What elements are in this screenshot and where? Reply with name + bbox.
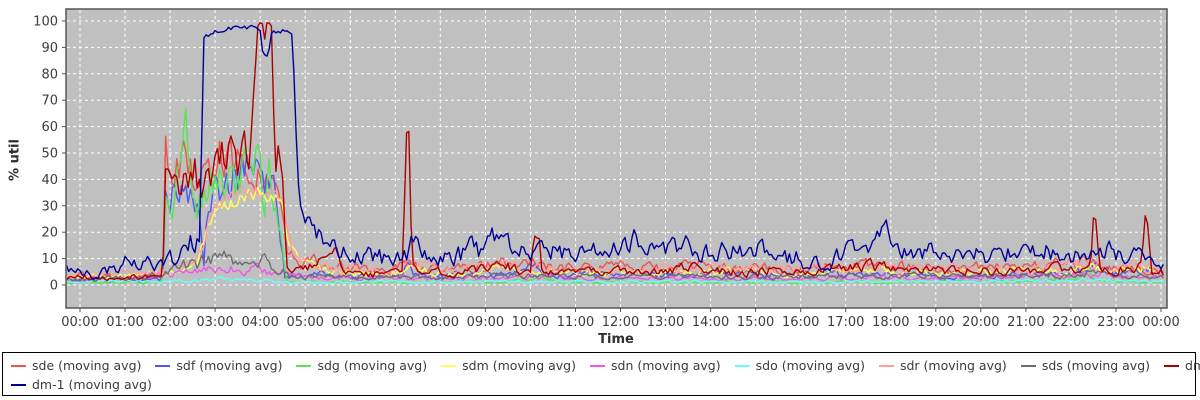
- svg-text:13:00: 13:00: [647, 315, 684, 330]
- chart-svg: 0 10 20 30 40 50 60 70 80 90 100 00:00 01:00 02:00 03:…: [33, 8, 1180, 330]
- svg-text:01:00: 01:00: [106, 315, 143, 330]
- svg-text:09:00: 09:00: [467, 315, 504, 330]
- svg-text:60: 60: [41, 120, 58, 135]
- legend-label: sdg (moving avg): [317, 358, 428, 373]
- series-sdf: [66, 153, 1164, 284]
- legend-row: dm-1 (moving avg): [11, 375, 1187, 394]
- legend-item-sdg: sdg (moving avg): [296, 358, 427, 373]
- legend-item-sde: sde (moving avg): [11, 358, 141, 373]
- svg-text:19:00: 19:00: [917, 315, 954, 330]
- series-sdo: [66, 276, 1164, 285]
- legend-item-dm-0: dm-0 (moving avg): [1164, 358, 1200, 373]
- legend-label: sds (moving avg): [1041, 358, 1151, 373]
- legend-swatch-sdm-icon: [441, 364, 457, 367]
- series-sde: [66, 135, 1164, 283]
- series-sds: [66, 250, 1164, 282]
- legend-item-sdn: sdn (moving avg): [590, 358, 721, 373]
- legend-item-sds: sds (moving avg): [1020, 358, 1151, 373]
- legend-label: sdf (moving avg): [176, 358, 283, 373]
- legend-label: sdn (moving avg): [611, 358, 721, 373]
- svg-text:12:00: 12:00: [602, 315, 639, 330]
- legend-item-dm-1: dm-1 (moving avg): [11, 377, 152, 392]
- svg-text:02:00: 02:00: [151, 315, 188, 330]
- y-axis-title: % util: [7, 139, 23, 181]
- svg-text:50: 50: [41, 147, 58, 162]
- svg-text:21:00: 21:00: [1007, 315, 1044, 330]
- svg-text:04:00: 04:00: [241, 315, 278, 330]
- svg-text:20:00: 20:00: [962, 315, 999, 330]
- svg-text:10:00: 10:00: [512, 315, 549, 330]
- legend-label: sde (moving avg): [32, 358, 142, 373]
- plot-canvas: 0 10 20 30 40 50 60 70 80 90 100 00:00 01:00 02:00 03:…: [33, 8, 1180, 330]
- legend-swatch-sdf-icon: [155, 364, 171, 367]
- legend-label: dm-1 (moving avg): [32, 377, 152, 392]
- legend-item-sdm: sdm (moving avg): [441, 358, 576, 373]
- legend-swatch-sdr-icon: [878, 364, 894, 367]
- x-tick-labels: 00:00 01:00 02:00 03:00 04:00 05:00 06:00 07:00…: [61, 315, 1179, 330]
- legend-item-sdo: sdo (moving avg): [734, 358, 865, 373]
- svg-text:40: 40: [41, 173, 58, 188]
- legend-item-sdf: sdf (moving avg): [155, 358, 282, 373]
- svg-text:06:00: 06:00: [332, 315, 369, 330]
- legend-item-sdr: sdr (moving avg): [878, 358, 1007, 373]
- svg-text:00:00: 00:00: [1142, 315, 1179, 330]
- axis-ticks: [62, 20, 1162, 312]
- svg-text:22:00: 22:00: [1052, 315, 1089, 330]
- svg-text:00:00: 00:00: [61, 315, 98, 330]
- legend-swatch-sdo-icon: [734, 364, 750, 367]
- svg-text:23:00: 23:00: [1097, 315, 1134, 330]
- svg-text:100: 100: [33, 15, 58, 30]
- legend-swatch-sde-icon: [11, 364, 26, 367]
- legend: sde (moving avg) sdf (moving avg) sdg (mov…: [2, 352, 1200, 396]
- legend-swatch-sdn-icon: [590, 364, 605, 367]
- y-tick-labels: 0 10 20 30 40 50 60 70 80 90 100: [33, 15, 58, 294]
- svg-text:18:00: 18:00: [872, 315, 909, 330]
- svg-text:14:00: 14:00: [692, 315, 729, 330]
- svg-text:10: 10: [41, 252, 58, 267]
- svg-text:90: 90: [41, 41, 58, 56]
- legend-swatch-dm-1-icon: [11, 383, 26, 386]
- svg-text:20: 20: [41, 226, 58, 241]
- series-sdn: [66, 262, 1164, 284]
- series-dm-1: [66, 24, 1164, 281]
- svg-text:17:00: 17:00: [827, 315, 864, 330]
- x-axis-title: Time: [598, 332, 634, 347]
- svg-text:80: 80: [41, 67, 58, 82]
- legend-row: sde (moving avg) sdf (moving avg) sdg (mov…: [11, 356, 1200, 375]
- legend-label: dm-0 (moving avg): [1185, 358, 1200, 373]
- legend-label: sdm (moving avg): [462, 358, 576, 373]
- svg-text:15:00: 15:00: [737, 315, 774, 330]
- svg-text:11:00: 11:00: [557, 315, 594, 330]
- svg-text:16:00: 16:00: [782, 315, 819, 330]
- legend-swatch-sdg-icon: [296, 364, 312, 367]
- legend-label: sdr (moving avg): [899, 358, 1007, 373]
- legend-label: sdo (moving avg): [755, 358, 865, 373]
- svg-text:70: 70: [41, 94, 58, 109]
- svg-text:30: 30: [41, 199, 58, 214]
- svg-text:03:00: 03:00: [196, 315, 233, 330]
- svg-text:08:00: 08:00: [422, 315, 459, 330]
- series-dm-0: [66, 22, 1164, 282]
- svg-text:0: 0: [50, 279, 58, 294]
- svg-text:05:00: 05:00: [286, 315, 323, 330]
- svg-text:07:00: 07:00: [377, 315, 414, 330]
- legend-swatch-dm-0-icon: [1164, 364, 1180, 367]
- legend-swatch-sds-icon: [1020, 364, 1036, 367]
